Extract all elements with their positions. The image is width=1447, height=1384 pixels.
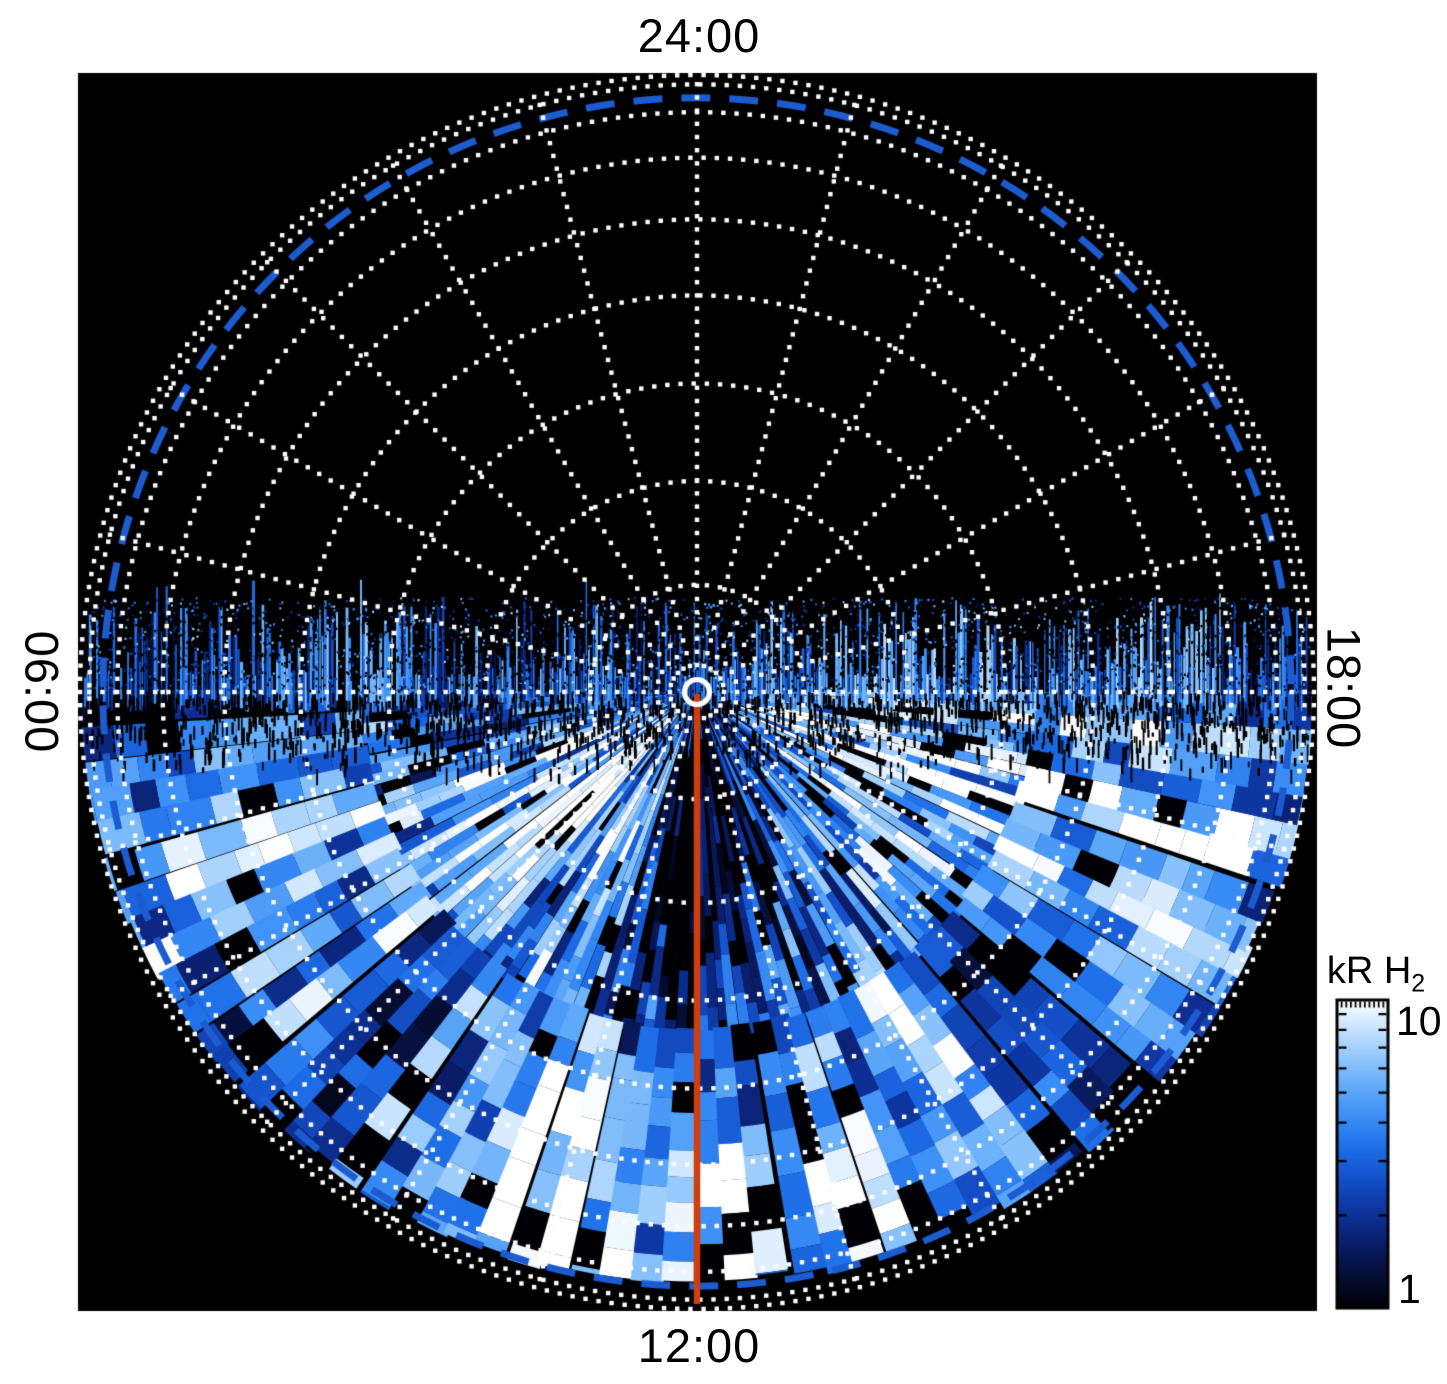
- colorbar-title-sub: 2: [1411, 969, 1426, 998]
- axis-label-noon: 12:00: [637, 1319, 761, 1372]
- axis-label-dusk: 18:00: [1317, 626, 1371, 750]
- colorbar-title-main: kR H: [1326, 950, 1412, 992]
- colorbar-max-label: 10: [1396, 998, 1442, 1044]
- axis-label-dawn: 06:00: [15, 630, 69, 754]
- colorbar-title: kR H2: [1327, 950, 1425, 999]
- axis-label-midnight: 24:00: [637, 9, 761, 62]
- colorbar-min-label: 1: [1398, 1266, 1421, 1312]
